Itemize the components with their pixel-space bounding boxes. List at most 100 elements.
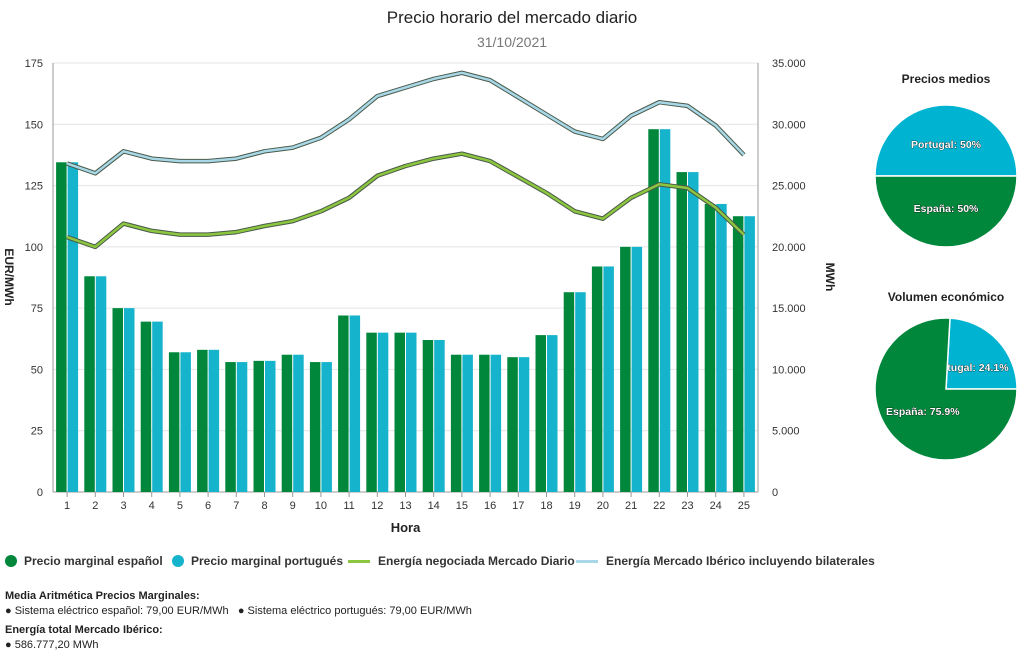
legend-marker-portugues [172, 555, 184, 567]
bar-precio-espanol [450, 354, 462, 492]
bar-precio-espanol [168, 352, 180, 492]
x-tick-label: 2 [92, 500, 98, 512]
y-left-tick-label: 100 [25, 242, 43, 254]
y-right-axis-title: MWh [823, 263, 837, 292]
legend-marker-espanol [5, 555, 17, 567]
pie-precios-medios-title: Precios medios [902, 72, 991, 86]
bar-precio-portugues [434, 340, 445, 492]
bar-precio-espanol [309, 362, 321, 492]
y-right-tick-label: 20.000 [772, 242, 806, 254]
bar-precio-portugues [95, 276, 107, 492]
legend-label: Energía negociada Mercado Diario [378, 554, 575, 568]
bar-precio-espanol [507, 357, 518, 492]
stats-panel: Media Aritmética Precios Marginales: ● S… [5, 589, 472, 653]
bar-precio-espanol [281, 354, 293, 492]
y-left-tick-label: 0 [37, 487, 43, 499]
bar-precio-portugues [716, 203, 727, 492]
y-right-tick-label: 15.000 [772, 303, 806, 315]
chart-canvas: Precio horario del mercado diario 31/10/2… [2, 8, 1018, 535]
y-left-tick-label: 175 [25, 58, 43, 70]
x-tick-label: 6 [205, 500, 211, 512]
x-tick-label: 14 [428, 500, 440, 512]
bar-precio-portugues [124, 308, 135, 492]
bar-precio-portugues [67, 162, 79, 493]
bar-precio-espanol [338, 315, 349, 492]
bar-precio-portugues [688, 172, 699, 493]
bar-precio-espanol [732, 216, 744, 492]
y-left-axis-title: EUR/MWh [2, 248, 16, 305]
y-right-tick-label: 0 [772, 487, 778, 499]
bar-precio-espanol [563, 292, 575, 492]
pie-precios-medios-slice-portugal [874, 104, 1018, 177]
legend-marker-energia-iberico [576, 559, 598, 563]
bar-precio-espanol [84, 276, 95, 492]
bar-precio-espanol [366, 332, 377, 492]
x-tick-label: 8 [261, 500, 267, 512]
bar-precio-espanol [422, 340, 434, 492]
pie-precios-medios-slice-label: España: 50% [914, 203, 979, 215]
y-left-tick-label: 150 [25, 119, 43, 131]
x-tick-label: 16 [484, 500, 496, 512]
x-tick-label: 24 [710, 500, 722, 512]
stats-energia-title: Energía total Mercado Ibérico: [5, 624, 163, 636]
x-tick-label: 20 [597, 500, 609, 512]
legend-label: Precio marginal portugués [191, 554, 344, 568]
chart-title: Precio horario del mercado diario [387, 8, 637, 27]
x-tick-label: 7 [233, 500, 239, 512]
bar-precio-espanol [140, 321, 152, 492]
x-tick-label: 23 [681, 500, 693, 512]
x-tick-label: 13 [399, 500, 411, 512]
legend-item-energia-iberico[interactable]: Energía Mercado Ibérico incluyendo bilat… [576, 554, 875, 568]
bar-precio-portugues [744, 216, 755, 492]
y-left-tick-label: 25 [31, 426, 43, 438]
x-tick-label: 1 [64, 500, 70, 512]
pie-volumen-economico-title: Volumen económico [888, 290, 1004, 304]
bar-precio-portugues [180, 352, 191, 492]
bar-precio-portugues [575, 292, 586, 492]
pie-volumen-economico-slice-label: Portugal: 24.1% [930, 362, 1009, 374]
bar-precio-espanol [197, 349, 208, 492]
pie-precios-medios-slice-espana [874, 175, 1018, 248]
x-axis-title: Hora [391, 520, 421, 535]
bar-precio-espanol [648, 129, 659, 492]
line-energia-iberico [66, 71, 745, 175]
y-right-tick-label: 5.000 [772, 426, 800, 438]
bar-precio-espanol [56, 162, 67, 493]
bar-precio-espanol [535, 335, 546, 492]
stats-energia-line: ● 586.777,20 MWh [5, 639, 99, 651]
x-tick-label: 19 [569, 500, 581, 512]
y-left-tick-label: 125 [25, 181, 43, 193]
bar-precio-portugues [152, 321, 163, 492]
pie-volumen-economico-slice-espana [874, 317, 1018, 461]
legend-item-energia-diario[interactable]: Energía negociada Mercado Diario [348, 554, 575, 568]
x-tick-label: 22 [653, 500, 665, 512]
bar-precio-portugues [631, 246, 643, 492]
bar-precio-portugues [236, 362, 248, 492]
x-tick-label: 12 [371, 500, 383, 512]
y-left-tick-label: 50 [31, 364, 43, 376]
bar-precio-portugues [265, 360, 276, 492]
legend-item-precio-espanol[interactable]: Precio marginal español [5, 554, 163, 568]
x-tick-label: 3 [120, 500, 126, 512]
x-tick-label: 4 [149, 500, 155, 512]
bar-precio-portugues [603, 266, 614, 492]
legend-marker-energia-diario [348, 559, 370, 563]
y-right-tick-label: 25.000 [772, 181, 806, 193]
bar-precio-portugues [377, 332, 389, 492]
bar-precio-espanol [676, 172, 687, 493]
bar-precio-portugues [490, 354, 502, 492]
bar-precio-espanol [225, 362, 236, 492]
line-energia-diario [66, 152, 745, 249]
pie-precios-medios-slice-label: Portugal: 50% [911, 139, 982, 151]
chart-legend: Precio marginal español Precio marginal … [0, 554, 1024, 574]
bar-precio-portugues [406, 332, 417, 492]
bar-precio-espanol [394, 332, 405, 492]
legend-item-precio-portugues[interactable]: Precio marginal portugués [172, 554, 343, 568]
legend-label: Energía Mercado Ibérico incluyendo bilat… [606, 554, 875, 568]
bar-precio-portugues [293, 354, 304, 492]
stats-media-line: ● Sistema eléctrico español: 79,00 EUR/M… [5, 605, 472, 617]
bar-precio-portugues [518, 357, 530, 492]
x-tick-label: 21 [625, 500, 637, 512]
x-tick-label: 18 [540, 500, 552, 512]
x-tick-label: 5 [177, 500, 183, 512]
